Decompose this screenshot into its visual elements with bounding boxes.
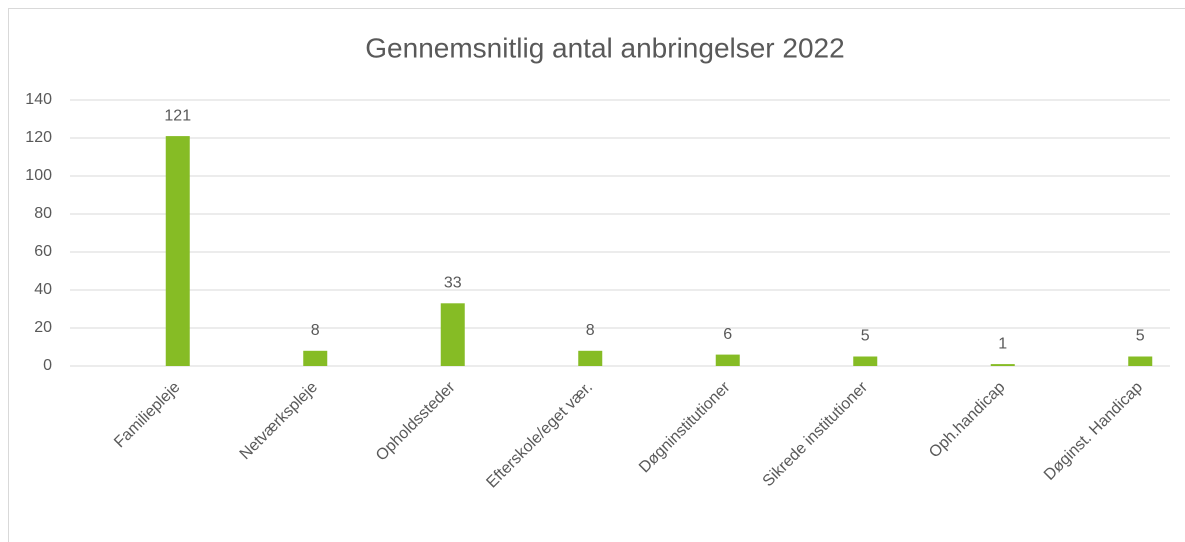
data-label: 121: [164, 107, 191, 124]
bar: [303, 350, 328, 366]
bar: [715, 354, 740, 366]
bar: [1128, 356, 1153, 366]
x-tick-label: Døgninstitutioner: [636, 378, 734, 476]
x-tick-label: Efterskole/eget vær.: [483, 379, 596, 492]
y-tick-label: 0: [43, 357, 52, 374]
bar: [440, 303, 465, 366]
chart-frame: [8, 8, 1185, 542]
data-label: 8: [311, 322, 320, 339]
x-tick-label: Familiepleje: [111, 379, 183, 451]
chart-title: Gennemsnitlig antal anbringelser 2022: [365, 32, 844, 63]
y-tick-label: 60: [34, 243, 52, 260]
data-label: 5: [1136, 328, 1145, 345]
bar: [990, 364, 1015, 366]
data-label: 5: [861, 328, 870, 345]
x-tick-label: Opholdssteder: [373, 378, 459, 464]
y-tick-label: 40: [34, 281, 52, 298]
y-tick-label: 80: [34, 205, 52, 222]
bar: [578, 350, 603, 366]
data-label: 8: [586, 322, 595, 339]
x-tick-label: Døginst. Handicap: [1041, 379, 1146, 484]
x-tick-label: Oph.handicap: [926, 379, 1009, 462]
data-label: 1: [998, 335, 1007, 352]
bar: [853, 356, 878, 366]
bar: [165, 136, 190, 366]
y-tick-label: 100: [25, 167, 52, 184]
data-label: 33: [444, 275, 462, 292]
x-tick-label: Netværkspleje: [237, 379, 321, 463]
y-tick-label: 140: [25, 91, 52, 108]
y-tick-label: 120: [25, 129, 52, 146]
y-tick-label: 20: [34, 319, 52, 336]
x-tick-label: Sikrede institutioner: [760, 378, 872, 490]
data-label: 6: [723, 326, 732, 343]
